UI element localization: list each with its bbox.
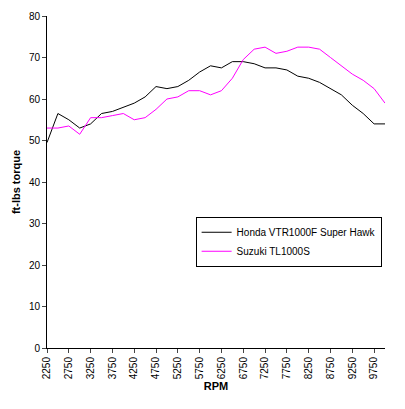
- svg-text:2250: 2250: [41, 357, 52, 380]
- svg-text:4250: 4250: [128, 357, 139, 380]
- svg-text:5250: 5250: [172, 357, 183, 380]
- svg-text:70: 70: [29, 52, 41, 63]
- svg-text:80: 80: [29, 11, 41, 22]
- svg-text:60: 60: [29, 94, 41, 105]
- svg-text:3250: 3250: [85, 357, 96, 380]
- svg-text:0: 0: [34, 343, 40, 354]
- svg-text:6250: 6250: [216, 357, 227, 380]
- svg-text:3750: 3750: [107, 357, 118, 380]
- svg-text:ft-lbs torque: ft-lbs torque: [10, 150, 22, 214]
- svg-text:10: 10: [29, 301, 41, 312]
- svg-text:50: 50: [29, 135, 41, 146]
- svg-text:4750: 4750: [150, 357, 161, 380]
- svg-text:8250: 8250: [303, 357, 314, 380]
- svg-text:30: 30: [29, 218, 41, 229]
- svg-text:40: 40: [29, 177, 41, 188]
- svg-text:2750: 2750: [63, 357, 74, 380]
- svg-text:5750: 5750: [194, 357, 205, 380]
- svg-text:7750: 7750: [281, 357, 292, 380]
- svg-text:9750: 9750: [368, 357, 379, 380]
- svg-text:Honda VTR1000F Super Hawk: Honda VTR1000F Super Hawk: [237, 227, 376, 238]
- svg-text:20: 20: [29, 260, 41, 271]
- svg-text:6750: 6750: [238, 357, 249, 380]
- svg-text:8750: 8750: [325, 357, 336, 380]
- svg-text:Suzuki TL1000S: Suzuki TL1000S: [237, 246, 311, 257]
- svg-text:RPM: RPM: [204, 380, 228, 392]
- svg-text:9250: 9250: [347, 357, 358, 380]
- svg-text:7250: 7250: [259, 357, 270, 380]
